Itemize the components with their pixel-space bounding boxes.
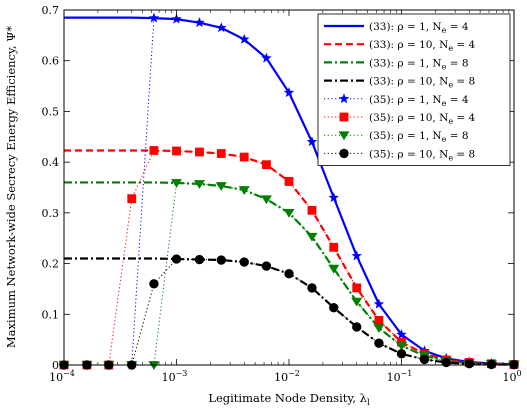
legend-swatch-marker: [338, 131, 350, 141]
series-7-point: [238, 186, 250, 195]
series-6-point: [149, 146, 159, 155]
legend-label: (35): ρ = 1, Ne = 4: [369, 94, 469, 108]
series-6-point: [307, 205, 317, 215]
series-5-point: [283, 87, 295, 98]
legend-swatch-marker: [338, 93, 350, 104]
y-tick-label: 0.2: [42, 258, 60, 271]
series-5-point: [171, 13, 182, 24]
series-8-point: [171, 254, 182, 264]
legend-entry: (33): ρ = 10, Ne = 4: [324, 39, 476, 53]
series-8-point: [374, 338, 384, 348]
x-tick-label: 10−1: [387, 369, 413, 384]
series-6-point: [239, 152, 249, 162]
legend-entry: (35): ρ = 1, Ne = 4: [324, 93, 469, 108]
series-5-point: [261, 52, 272, 63]
series-6-point: [262, 160, 271, 170]
series-5-point: [239, 33, 250, 44]
series-6-point: [329, 242, 339, 252]
legend-entry: (33): ρ = 10, Ne = 8: [324, 76, 475, 90]
series-6-point: [374, 315, 384, 325]
series-5-point: [306, 136, 318, 147]
legend-label: (33): ρ = 10, Ne = 8: [369, 76, 475, 90]
series-5-point: [351, 250, 362, 261]
legend-entry: (35): ρ = 10, Ne = 8: [324, 148, 475, 162]
series-5-point: [328, 192, 339, 203]
series-7-point: [171, 179, 182, 188]
series-7-point: [306, 232, 318, 242]
y-tick-label: 0.6: [42, 55, 60, 68]
x-tick-label: 10−3: [162, 369, 188, 384]
legend-swatch-marker: [339, 112, 349, 122]
x-tick-label: 10−2: [274, 369, 300, 384]
legend-entry: (33): ρ = 1, Ne = 4: [324, 21, 469, 35]
y-tick-label: 0: [52, 359, 59, 372]
series-8-point: [261, 261, 272, 271]
series-8-point: [194, 254, 205, 265]
series-8-point: [307, 283, 317, 293]
y-axis-label: Maximum Network-wide Secrecy Energy Effi…: [4, 26, 18, 348]
series-7-point: [260, 195, 272, 205]
series-7-point: [283, 209, 295, 218]
series-6-point: [127, 194, 137, 204]
series-7-point: [215, 182, 227, 191]
series-7-point: [396, 341, 407, 351]
legend-label: (35): ρ = 10, Ne = 4: [369, 112, 476, 126]
series-8-point: [441, 357, 451, 368]
legend-label: (33): ρ = 1, Ne = 4: [369, 21, 469, 35]
series-8-point: [216, 255, 226, 265]
y-tick-label: 0.7: [42, 4, 60, 17]
series-8: [59, 254, 519, 370]
y-tick-label: 0.4: [42, 156, 60, 169]
series-6-point: [216, 149, 226, 158]
series-5-point: [148, 12, 160, 23]
series-7-point: [351, 297, 363, 307]
legend-entry: (35): ρ = 10, Ne = 4: [324, 112, 476, 126]
series-8-point: [239, 257, 249, 267]
y-tick-label: 0.1: [42, 308, 60, 321]
series-7-point: [193, 180, 205, 189]
series-7-point: [148, 361, 160, 370]
x-tick-label: 10−4: [49, 369, 75, 384]
legend-label: (33): ρ = 10, Ne = 4: [369, 39, 476, 53]
y-tick-label: 0.5: [42, 105, 60, 118]
series-6-point: [284, 177, 294, 186]
legend-entry: (33): ρ = 1, Ne = 8: [324, 57, 469, 71]
legend-entry: (35): ρ = 1, Ne = 8: [324, 130, 469, 144]
series-6-point: [195, 147, 204, 157]
series-5-point: [194, 17, 205, 28]
series-8-point: [329, 303, 339, 313]
series-8-point: [419, 354, 430, 365]
legend-label: (35): ρ = 10, Ne = 8: [369, 148, 475, 162]
legend-label: (35): ρ = 1, Ne = 8: [369, 130, 469, 144]
y-tick-label: 0.3: [42, 207, 60, 220]
series-8-point: [284, 269, 294, 279]
series-5-point: [396, 329, 407, 340]
series-5-point: [216, 22, 227, 33]
legend: (33): ρ = 1, Ne = 4 (33): ρ = 10, Ne = 4 (…: [317, 13, 511, 167]
ticks-layer: 10−4 10−3 10−2 10−1 100 0 0.1 0.2 0.3 0.4 0.5 0.6 0.…: [42, 4, 522, 384]
series-7-point: [373, 324, 385, 333]
series-6-point: [352, 283, 362, 293]
legend-box: [317, 13, 511, 167]
legend-label: (33): ρ = 1, Ne = 8: [369, 57, 469, 71]
series-6-point: [172, 146, 181, 156]
series-7-point: [328, 264, 340, 274]
x-tick-label: 100: [502, 369, 521, 384]
series-5-point: [373, 298, 385, 309]
series-8-point: [352, 322, 362, 332]
series-8-point: [396, 349, 407, 359]
series-8-point: [149, 279, 159, 289]
series-8-point: [486, 359, 497, 370]
x-axis-label: Legitimate Node Density, λl: [208, 391, 370, 408]
legend-swatch-marker: [339, 148, 349, 159]
